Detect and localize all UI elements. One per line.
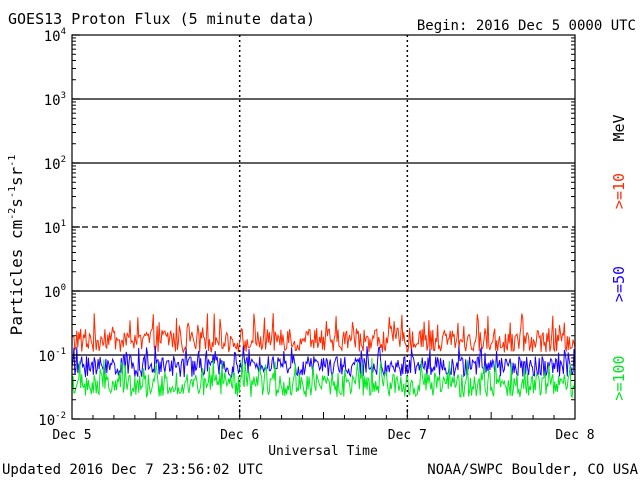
y-tick-base: 10: [44, 285, 61, 301]
series-layer: [71, 313, 576, 399]
y-tick-label: 10-1: [38, 347, 66, 365]
y-tick-base: 10: [44, 221, 61, 237]
y-tick-label: 104: [44, 27, 66, 45]
begin-label: Begin: 2016 Dec 5 0000 UTC: [417, 18, 636, 34]
y-tick-base: 10: [44, 93, 61, 109]
y-tick-exp: 0: [61, 283, 66, 293]
y-axis-unit-exp-s: -1: [7, 186, 18, 198]
y-tick-exp: -2: [55, 411, 66, 421]
legend-label-10: >=10: [610, 173, 628, 209]
y-tick-base: 10: [44, 29, 61, 45]
y-tick-label: 101: [44, 219, 66, 237]
y-tick-base: 10: [44, 157, 61, 173]
y-tick-exp: 1: [61, 219, 66, 229]
series-line-100mev: [71, 358, 576, 399]
y-tick-exp: 3: [61, 91, 66, 101]
y-tick-base: 10: [38, 349, 55, 365]
y-axis-unit-exp-sr: -1: [7, 155, 18, 167]
x-axis-label: Universal Time: [268, 444, 378, 459]
y-tick-exp: -1: [55, 347, 66, 357]
updated-timestamp: Updated 2016 Dec 7 23:56:02 UTC: [2, 462, 263, 478]
x-tick-label: Dec 6: [220, 428, 259, 443]
y-tick-label: 103: [44, 91, 66, 109]
series-line-50mev: [71, 345, 576, 379]
credit-label: NOAA/SWPC Boulder, CO USA: [427, 462, 638, 478]
x-tick-label: Dec 7: [388, 428, 427, 443]
x-tick-label: Dec 5: [52, 428, 91, 443]
y-tick-label: 100: [44, 283, 66, 301]
chart-title: GOES13 Proton Flux (5 minute data): [8, 10, 315, 28]
y-tick-exp: 4: [61, 27, 66, 37]
y-tick-label: 102: [44, 155, 66, 173]
unit-label: MeV: [610, 114, 628, 141]
y-tick-exp: 2: [61, 155, 66, 165]
reference-lines: [72, 98, 575, 356]
legend-label-100: >=100: [610, 355, 628, 400]
legend-label-50: >=50: [610, 266, 628, 302]
y-axis-unit-sr: sr: [7, 166, 26, 186]
day-separators: [238, 35, 409, 419]
y-tick-base: 10: [38, 413, 55, 429]
y-axis-label: Particles cm-2s-1sr-1: [7, 155, 26, 336]
y-axis-unit-exp-cm: -2: [7, 208, 18, 220]
x-tick-label: Dec 8: [555, 428, 594, 443]
y-axis-unit-s: s: [7, 198, 26, 208]
y-axis-label-base: Particles cm: [7, 220, 26, 336]
y-tick-label: 10-2: [38, 411, 66, 429]
series-line-10mev: [71, 313, 576, 355]
x-tick-labels: Dec 5 Dec 6 Dec 7 Dec 8: [52, 409, 595, 443]
